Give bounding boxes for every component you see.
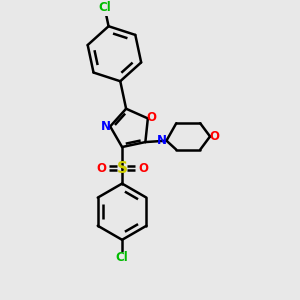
Text: N: N [101,120,111,133]
Text: Cl: Cl [98,1,111,14]
Text: O: O [96,162,106,175]
Text: N: N [157,134,167,147]
Text: Cl: Cl [116,251,128,264]
Text: O: O [209,130,220,143]
Text: O: O [138,162,148,175]
Text: S: S [117,160,128,175]
Text: O: O [146,110,157,124]
